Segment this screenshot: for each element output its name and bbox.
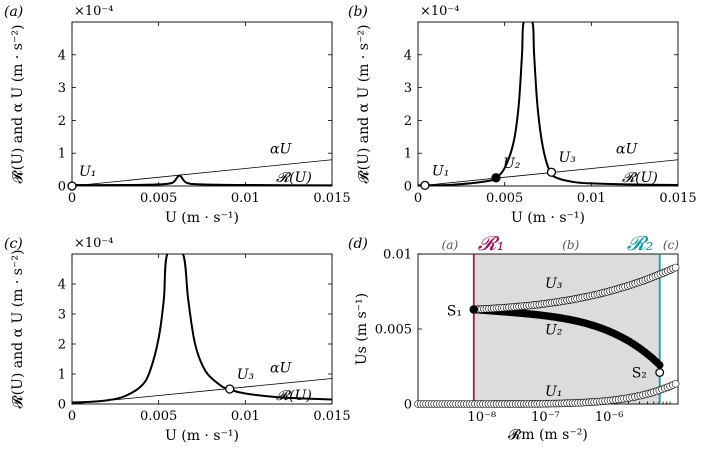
y-axis-label: 𝓡(U) and α U (m · s⁻²) [10,250,26,409]
plot-frame [71,253,333,405]
region-label-c: (c) [663,238,679,252]
panel-d: 10⁻⁸ 10⁻⁷ 10⁻⁶ 0 0.005 0.01 (d) 𝓡m (m s⁻²) Us (m… [348,231,680,443]
region-label-a: (a) [442,238,459,252]
y-tick-label: 3 [58,81,66,96]
series-U2-marker [655,361,664,369]
r2-label: 𝓡₂ [627,231,654,255]
panel-label: (b) [348,4,368,20]
x-tick-label: 0.01 [577,191,606,206]
y-tick-label: 1 [58,368,66,383]
r-curve-label: 𝓡(U) [276,388,312,404]
saddle-label-s2: S₂ [632,366,647,382]
saddle-point-s1 [469,305,479,314]
x-tick-label: 0.01 [231,191,260,206]
y-tick-label: 2 [58,338,66,353]
panel-b: 0 0.005 0.01 0.015 0 1 2 3 4 ×10⁻⁴ (b) U (m · s⁻¹) 𝓡… [348,4,697,226]
alpha-u-label: αU [616,142,638,158]
bistable-region [473,254,660,404]
y-tick-label: 0 [58,180,66,195]
equilibrium-point [420,180,430,190]
x-tick-label: 0.015 [659,191,696,206]
series-U3-marker [671,263,680,272]
x-tick-label: 10⁻⁸ [467,410,496,425]
branch-label-u2: U₂ [545,323,563,339]
point-label: U₃ [237,367,255,383]
x-tick-label: 0.015 [313,409,350,424]
point-label: U₂ [503,156,521,172]
y-tick-label: 4 [58,48,66,63]
saddle-point-s2 [655,368,665,377]
x-tick-label: 0.015 [313,191,350,206]
x-axis-label: U (m · s⁻¹) [511,210,585,226]
y-tick-label: 0.01 [383,248,412,263]
x-tick-label: 0 [68,409,76,424]
exponent-label: ×10⁻⁴ [74,236,114,251]
plot-frame [417,21,679,187]
saddle-label-s1: S₁ [447,304,462,320]
x-tick-label: 0.005 [486,191,523,206]
y-tick-label: 3 [404,81,412,96]
equilibrium-point [546,167,557,177]
alpha-u-line [72,159,332,186]
point-label: U₁ [432,163,449,179]
y-tick-label: 3 [58,308,66,323]
alpha-u-label: αU [270,360,292,376]
y-tick-label: 0 [58,398,66,413]
exponent-label: ×10⁻⁴ [420,4,460,19]
y-tick-label: 4 [404,48,412,63]
x-tick-label: 10⁻⁷ [531,410,560,425]
r-curve [72,254,332,404]
y-tick-label: 0.005 [375,323,412,338]
x-tick-label: 0.005 [140,409,177,424]
y-tick-label: 2 [404,114,412,129]
y-tick-label: 0 [404,180,412,195]
branch-label-u3: U₃ [545,276,563,292]
exponent-label: ×10⁻⁴ [74,4,114,19]
y-tick-label: 4 [58,278,66,293]
branch-label-u1: U₁ [545,384,562,400]
r-curve [418,22,678,186]
x-tick-label: 0.01 [231,409,260,424]
x-tick-label: 0 [68,191,76,206]
x-axis-label: U (m · s⁻¹) [165,428,239,444]
x-tick-label: 0 [414,191,422,206]
region-label-b: (b) [562,238,579,252]
x-tick-label: 0.005 [140,191,177,206]
y-axis-label: 𝓡(U) and α U (m · s⁻²) [10,25,26,184]
y-tick-label: 1 [404,147,412,162]
y-tick-label: 0 [404,398,412,413]
y-tick-label: 2 [58,114,66,129]
panel-c: 0 0.005 0.01 0.015 0 1 2 3 4 ×10⁻⁴ (c) U (m · s⁻¹) 𝓡… [4,236,351,444]
x-tick-label: 10⁻⁶ [595,410,624,425]
y-axis-label: Us (m s⁻¹) [354,293,370,365]
x-axis-label: 𝓡m (m s⁻²) [508,427,588,443]
panel-label: (c) [4,236,23,252]
panel-label: (d) [348,236,368,252]
y-axis-label: 𝓡(U) and α U (m · s⁻²) [356,25,372,184]
r-curve-label: 𝓡(U) [622,170,658,186]
r-curve [72,174,332,186]
y-tick-label: 1 [58,147,66,162]
equilibrium-point [67,181,77,191]
alpha-u-label: αU [270,142,292,158]
r-curve-label: 𝓡(U) [276,170,312,186]
point-label: U₁ [79,164,96,180]
panel-label: (a) [4,4,23,20]
plot-frame [71,21,333,187]
panel-a: 0 0.005 0.01 0.015 0 1 2 3 4 ×10⁻⁴ (a) U (m · s⁻¹) 𝓡… [4,4,351,226]
x-axis-label: U (m · s⁻¹) [165,210,239,226]
equilibrium-point [225,384,235,394]
series-U1-marker [671,379,680,388]
equilibrium-point [491,173,501,183]
r1-label: 𝓡₁ [478,231,505,255]
point-label: U₃ [558,150,576,166]
